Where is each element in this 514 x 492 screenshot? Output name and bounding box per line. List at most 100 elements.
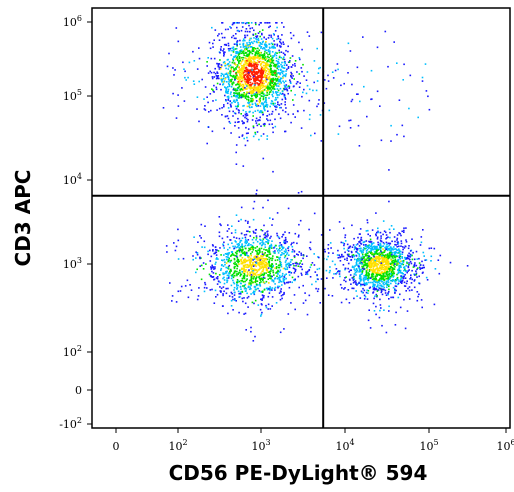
event-dot: [365, 255, 367, 257]
event-dot: [280, 249, 283, 251]
event-dot: [337, 68, 339, 71]
event-dot: [376, 238, 379, 240]
event-dot: [306, 313, 309, 316]
x-tick-label: 102: [168, 438, 187, 453]
event-dot: [230, 284, 233, 287]
event-dot: [259, 261, 261, 264]
event-dot: [236, 243, 239, 245]
event-dot: [233, 282, 236, 285]
event-dot: [288, 85, 291, 88]
event-dot: [265, 261, 268, 264]
event-dot: [222, 277, 224, 280]
event-dot: [252, 230, 255, 233]
event-dot: [384, 267, 386, 270]
event-dot: [248, 102, 250, 105]
event-dot: [254, 56, 257, 58]
event-dot: [259, 242, 262, 244]
event-dot: [358, 265, 360, 268]
event-dot: [240, 249, 243, 251]
event-dot: [368, 309, 370, 311]
event-dot: [387, 273, 389, 276]
event-dot: [236, 77, 239, 80]
event-dot: [215, 75, 218, 77]
event-dot: [366, 289, 368, 292]
event-dot: [270, 267, 272, 270]
event-dot: [276, 277, 279, 280]
event-dot: [255, 35, 257, 38]
event-dot: [230, 270, 232, 272]
event-dot: [212, 245, 214, 247]
event-dot: [244, 113, 247, 116]
event-dot: [354, 280, 357, 282]
event-dot: [286, 68, 288, 71]
event-dot: [237, 284, 239, 287]
event-dot: [268, 259, 271, 261]
event-dot: [410, 254, 412, 257]
event-dot: [394, 240, 396, 243]
event-dot: [266, 135, 269, 137]
event-dot: [284, 54, 286, 56]
event-dot: [278, 281, 280, 284]
event-dot: [370, 69, 373, 72]
event-dot: [246, 75, 249, 78]
event-dot: [227, 268, 230, 270]
event-dot: [226, 281, 228, 284]
event-dot: [267, 22, 269, 24]
event-dot: [268, 43, 270, 45]
event-dot: [396, 245, 398, 248]
event-dot: [255, 283, 258, 285]
event-dot: [278, 72, 280, 74]
event-dot: [224, 62, 226, 65]
event-dot: [248, 226, 251, 228]
event-dot: [250, 22, 253, 24]
event-dot: [255, 265, 257, 268]
event-dot: [259, 91, 261, 94]
event-dot: [363, 264, 366, 266]
event-dot: [172, 92, 174, 95]
event-dot: [278, 76, 280, 78]
event-dot: [381, 285, 383, 288]
event-dot: [367, 233, 369, 236]
event-dot: [249, 81, 252, 84]
event-dot: [411, 254, 413, 257]
event-dot: [238, 94, 241, 96]
event-dot: [276, 256, 279, 258]
event-dot: [244, 96, 247, 98]
event-dot: [263, 254, 266, 256]
event-dot: [227, 95, 230, 98]
event-dot: [282, 41, 284, 43]
event-dot: [196, 252, 199, 254]
event-dot: [313, 253, 315, 255]
event-dot: [264, 277, 266, 279]
event-dot: [383, 255, 386, 258]
event-dot: [413, 265, 416, 268]
event-dot: [409, 258, 411, 261]
event-dot: [281, 297, 283, 300]
event-dot: [286, 263, 289, 265]
event-dot: [279, 117, 282, 120]
event-dot: [284, 268, 287, 271]
event-dot: [222, 286, 225, 288]
event-dot: [240, 61, 243, 63]
event-dot: [234, 112, 237, 115]
event-dot: [260, 75, 262, 78]
event-dot: [252, 50, 255, 52]
event-dot: [264, 266, 266, 268]
event-dot: [369, 235, 371, 237]
event-dot: [301, 95, 303, 98]
event-dot: [239, 96, 242, 99]
event-dot: [242, 105, 244, 107]
event-dot: [390, 266, 393, 268]
event-dot: [239, 259, 242, 261]
event-dot: [285, 73, 287, 75]
event-dot: [283, 67, 286, 69]
event-dot: [284, 111, 287, 113]
event-dot: [306, 84, 309, 87]
event-dot: [263, 107, 265, 110]
event-dot: [272, 59, 275, 62]
event-dot: [380, 288, 383, 291]
event-dot: [243, 93, 246, 95]
event-dot: [290, 302, 292, 304]
event-dot: [239, 60, 241, 62]
event-dot: [262, 257, 264, 260]
